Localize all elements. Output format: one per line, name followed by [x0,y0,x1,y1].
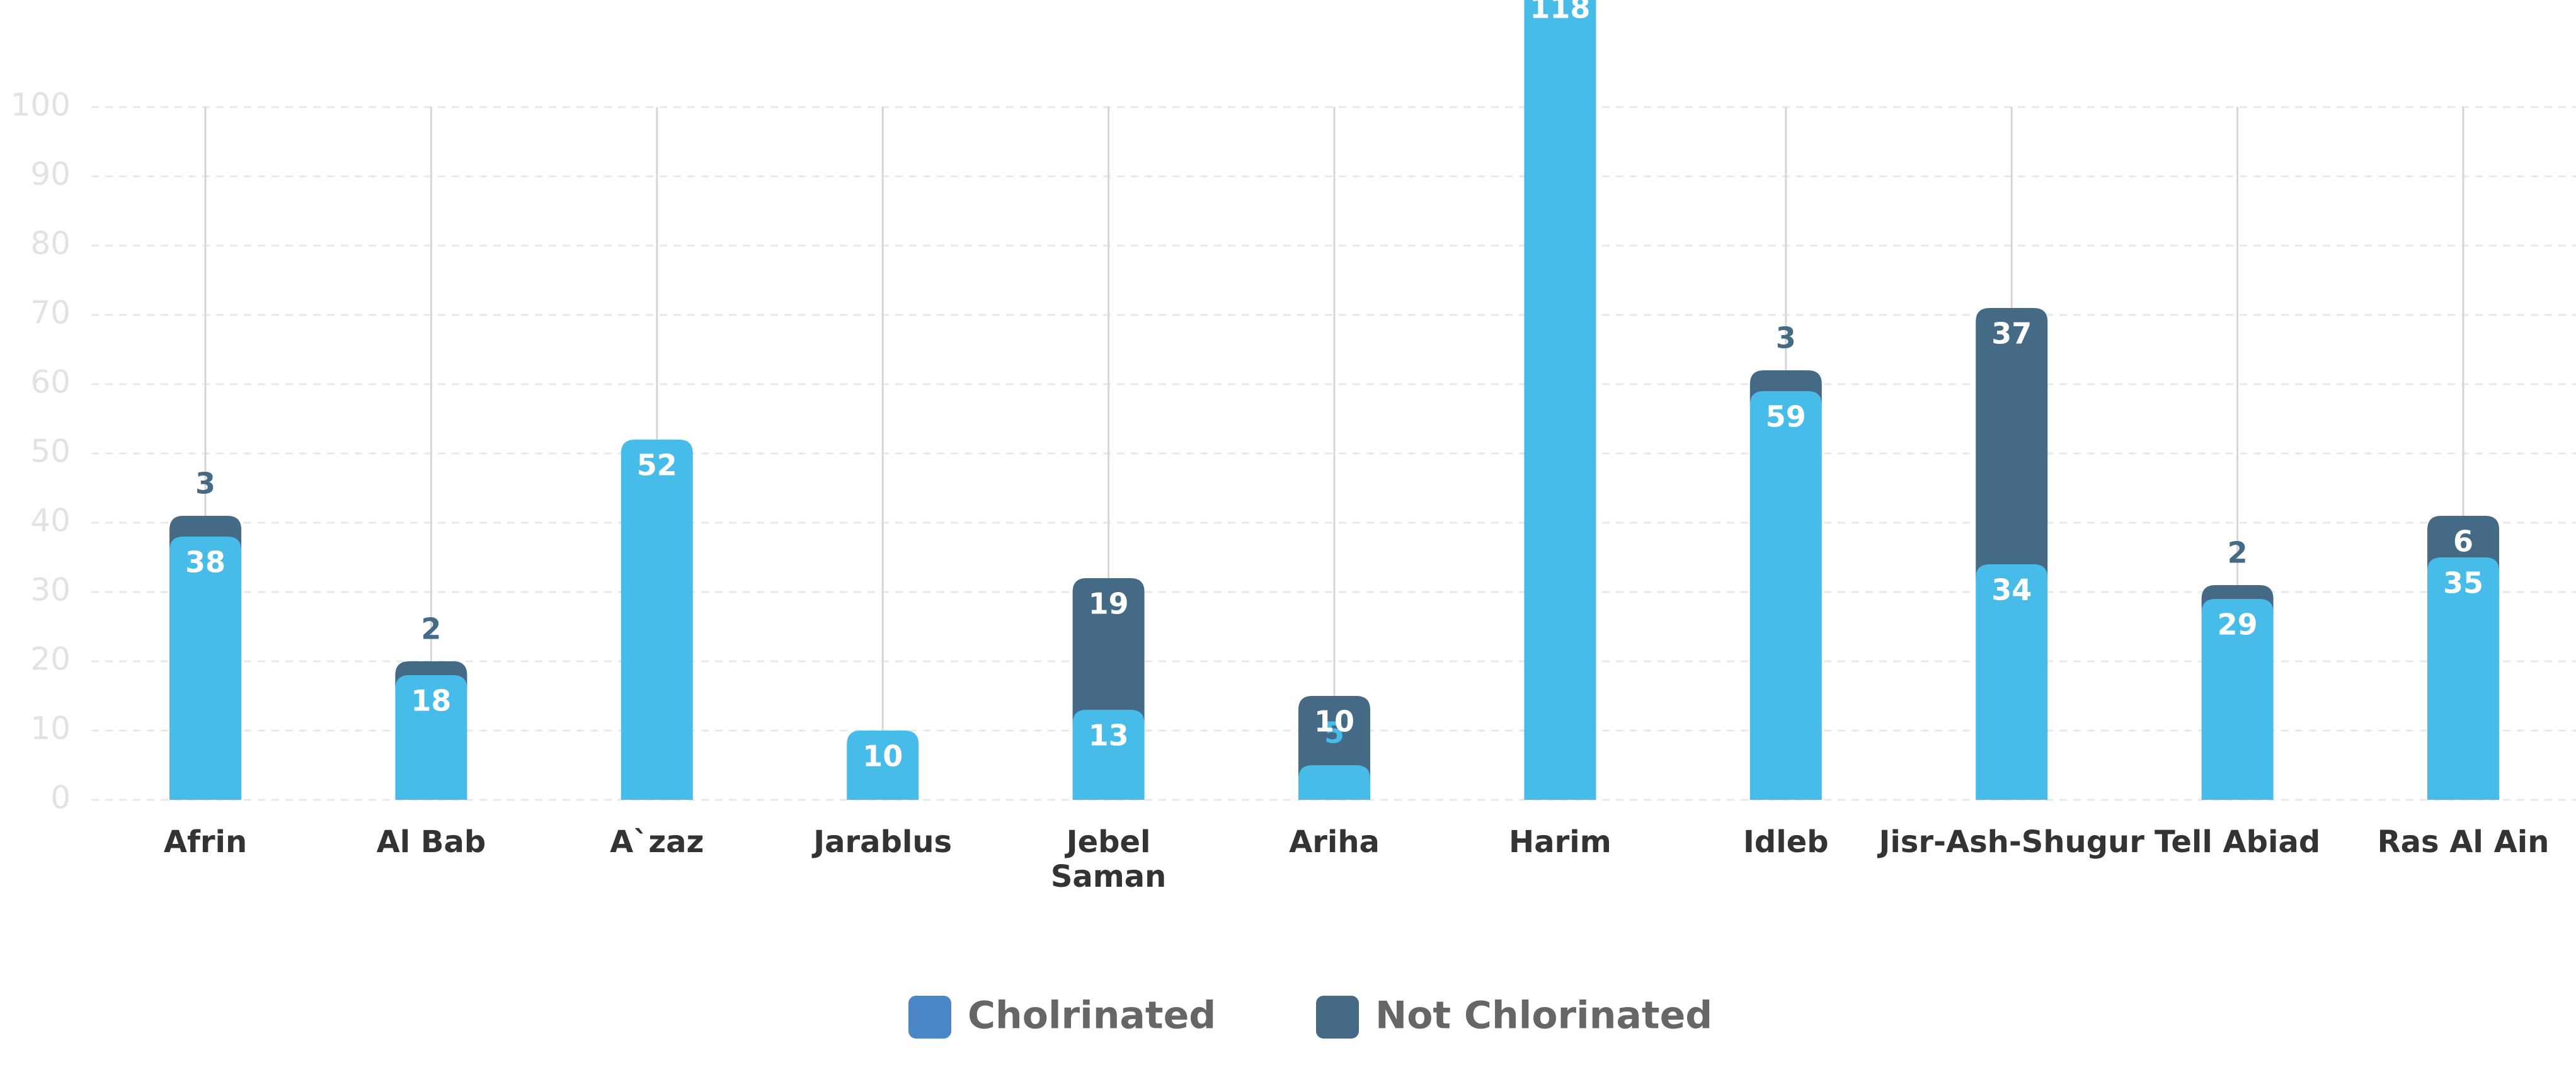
y-tick-label: 60 [30,364,71,401]
x-tick-label: A`zaz [610,824,704,860]
y-tick-label: 30 [30,572,71,608]
bar-segment [1298,765,1370,800]
bar-segment [1749,391,1822,800]
y-tick-label: 0 [50,780,71,816]
x-tick-label: Harim [1509,824,1611,860]
bar-segment [395,675,467,800]
y-tick-label: 40 [30,503,71,539]
value-label: 29 [2218,608,2258,642]
y-tick-label: 20 [30,641,71,678]
legend-label: Not Chlorinated [1375,994,1712,1038]
bar-segment [1298,696,1370,779]
bar-segment [1072,710,1145,800]
x-tick-label: Jarablus [811,824,952,860]
x-tick-label: Ariha [1289,824,1380,860]
bar-segment [1976,564,2048,800]
y-tick-label: 70 [30,295,71,331]
bar-segment [1072,578,1145,724]
value-label: 34 [1991,573,2032,607]
value-label: 6 [2453,525,2473,559]
legend-swatch [1316,996,1359,1039]
x-tick-label: Ras Al Ain [2378,824,2550,860]
x-tick-label: Tell Abiad [2155,824,2320,860]
y-tick-label: 50 [30,433,71,470]
bar-segment [847,731,919,800]
bar-segment [621,440,693,800]
bar-segment [169,537,241,800]
value-label: 37 [1991,317,2032,351]
value-label: 38 [185,545,226,579]
value-label: 2 [2228,536,2248,570]
x-tick-label: Jebel Saman [1051,824,1167,894]
value-label: 10 [1314,705,1354,739]
value-label: 18 [411,684,451,718]
value-label: 35 [2443,566,2483,600]
legend-swatch [908,996,951,1039]
value-label: 13 [1089,719,1129,753]
x-tick-label: Idleb [1743,824,1829,860]
value-label: 10 [862,739,903,773]
value-label: 2 [421,612,441,646]
bar-segment [1524,0,1596,800]
value-label: 3 [1776,321,1796,355]
bar-segment [2427,557,2499,800]
y-tick-label: 100 [11,87,71,123]
y-tick-label: 90 [30,156,71,193]
value-label: 5 [1324,716,1344,750]
x-tick-label: Afrin [164,824,247,860]
value-label: 118 [1530,0,1590,25]
value-label: 3 [195,467,215,501]
x-tick-label: Jisr-Ash-Shugur [1877,824,2144,860]
value-label: 59 [1766,400,1806,434]
value-label: 52 [637,448,677,482]
legend-label: Cholrinated [968,994,1216,1038]
y-tick-label: 10 [30,710,71,747]
y-tick-label: 80 [30,225,71,262]
bar-segment [2201,599,2274,800]
x-tick-label: Al Bab [377,824,486,860]
value-label: 19 [1089,587,1129,621]
bar-segment [1976,308,2048,578]
